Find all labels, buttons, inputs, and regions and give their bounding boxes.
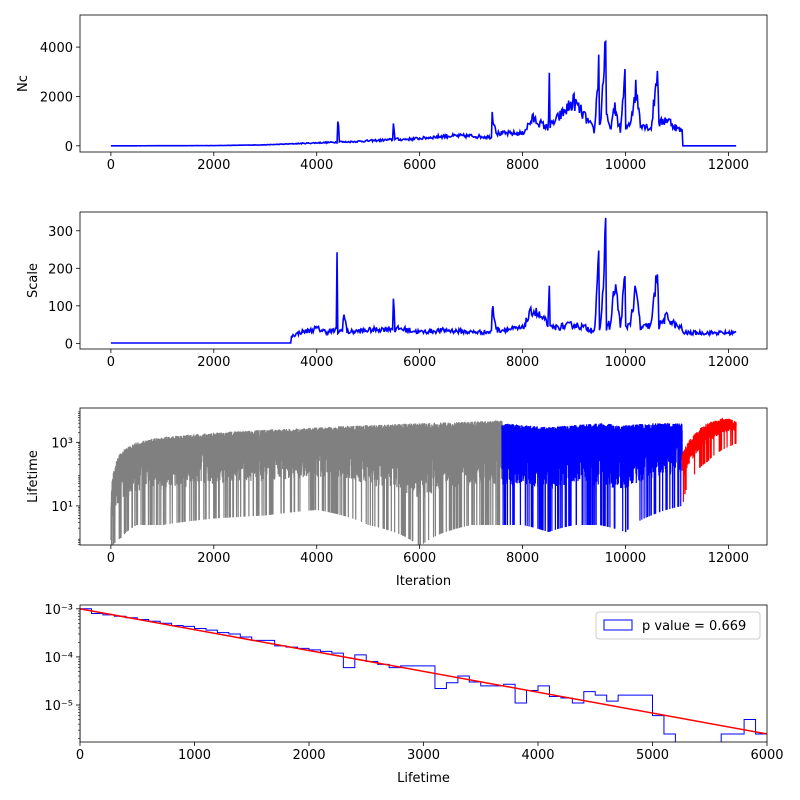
- x-tick-label: 2000: [292, 748, 325, 763]
- axes-frame: [80, 212, 767, 349]
- x-axis-label: Iteration: [396, 574, 451, 589]
- x-tick-label: 1000: [178, 748, 211, 763]
- y-tick-label: 10¹: [51, 500, 73, 515]
- x-tick-label: 8000: [506, 158, 539, 173]
- plot-area: [111, 418, 736, 545]
- y-tick-label: 2000: [40, 90, 73, 105]
- x-tick-label: 0: [76, 748, 84, 763]
- x-tick-label: 0: [107, 551, 115, 566]
- axes-frame: [80, 15, 767, 152]
- x-tick-label: 5000: [636, 748, 669, 763]
- panel-1: 0 2000 4000 6000 8000 10000 12000 0 2000 4000 Nc: [16, 15, 767, 173]
- x-axis-label: Lifetime: [397, 771, 450, 786]
- x-tick-label: 6000: [403, 551, 436, 566]
- x-tick-label: 10000: [605, 355, 646, 370]
- x-tick-label: 2000: [197, 158, 230, 173]
- lifetime-trace-3: [682, 418, 736, 502]
- x-tick-label: 4000: [300, 158, 333, 173]
- x-tick-label: 6000: [403, 158, 436, 173]
- y-axis-label: Nc: [16, 75, 31, 92]
- y-tick-label: 300: [48, 225, 73, 240]
- plot-area: [111, 218, 736, 343]
- x-tick-label: 2000: [197, 551, 230, 566]
- y-tick-label: 4000: [40, 41, 73, 56]
- legend: p value = 0.669: [596, 612, 760, 639]
- y-tick-label: 0: [65, 140, 73, 155]
- panel-2: 0 2000 4000 6000 8000 10000 12000 0 100 200 300 Sca…: [26, 212, 767, 370]
- x-tick-label: 10000: [605, 158, 646, 173]
- x-tick-label: 4000: [521, 748, 554, 763]
- x-tick-label: 10000: [605, 551, 646, 566]
- y-tick-label: 10³: [51, 436, 73, 451]
- x-tick-label: 4000: [300, 551, 333, 566]
- legend-entry: p value = 0.669: [642, 619, 746, 634]
- lifetime-trace-1: [111, 420, 502, 544]
- panel-3: 0 2000 4000 6000 8000 10000 12000 10¹ 10³ Lifetim…: [26, 408, 767, 589]
- series-line-2: [111, 218, 736, 343]
- x-tick-label: 8000: [506, 551, 539, 566]
- y-axis-label: Scale: [26, 263, 41, 298]
- x-tick-label: 2000: [197, 355, 230, 370]
- x-tick-label: 4000: [300, 355, 333, 370]
- x-tick-label: 12000: [708, 355, 749, 370]
- x-tick-label: 6000: [750, 748, 783, 763]
- y-tick-label: 0: [65, 337, 73, 352]
- x-tick-label: 8000: [506, 355, 539, 370]
- y-tick-label: 10⁻⁴: [44, 651, 73, 666]
- x-tick-label: 0: [107, 355, 115, 370]
- x-tick-label: 12000: [708, 158, 749, 173]
- y-axis-label: Lifetime: [26, 450, 41, 503]
- plot-area: [111, 42, 736, 146]
- y-tick-label: 10⁻⁵: [44, 699, 73, 714]
- lifetime-trace-2: [502, 423, 682, 532]
- x-tick-label: 0: [107, 158, 115, 173]
- y-tick-label: 100: [48, 300, 73, 315]
- x-tick-label: 6000: [403, 355, 436, 370]
- panel-4: 0 1000 2000 3000 4000 5000 6000 10⁻⁵ 10⁻⁴ 10⁻³ Lif…: [44, 603, 783, 786]
- y-tick-label: 200: [48, 262, 73, 277]
- series-line-1: [111, 42, 736, 146]
- y-tick-label: 10⁻³: [44, 603, 73, 618]
- x-tick-label: 3000: [407, 748, 440, 763]
- x-tick-label: 12000: [708, 551, 749, 566]
